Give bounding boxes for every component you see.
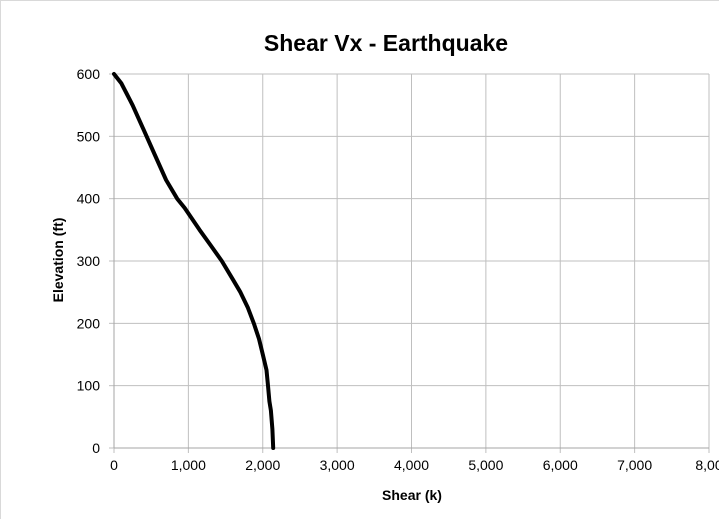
x-tick-label: 6,000 [543,457,578,473]
y-axis-title: Elevation (ft) [50,218,66,303]
labels: Shear Vx - Earthquake Shear (k) Elevatio… [50,30,719,503]
axes [109,74,709,453]
chart-title: Shear Vx - Earthquake [264,30,508,56]
y-tick-label: 400 [77,191,101,207]
x-tick-label: 8,00 [695,457,719,473]
y-tick-label: 600 [77,66,101,82]
x-tick-label: 5,000 [468,457,503,473]
x-tick-label: 0 [110,457,118,473]
x-tick-label: 4,000 [394,457,429,473]
gridlines [114,74,709,448]
x-tick-label: 2,000 [245,457,280,473]
y-tick-label: 200 [77,315,101,331]
y-tick-label: 300 [77,253,101,269]
y-tick-label: 500 [77,128,101,144]
x-tick-label: 3,000 [320,457,355,473]
y-tick-label: 0 [92,440,100,456]
x-tick-label: 7,000 [617,457,652,473]
x-axis-title: Shear (k) [382,487,442,503]
y-tick-label: 100 [77,378,101,394]
x-tick-label: 1,000 [171,457,206,473]
